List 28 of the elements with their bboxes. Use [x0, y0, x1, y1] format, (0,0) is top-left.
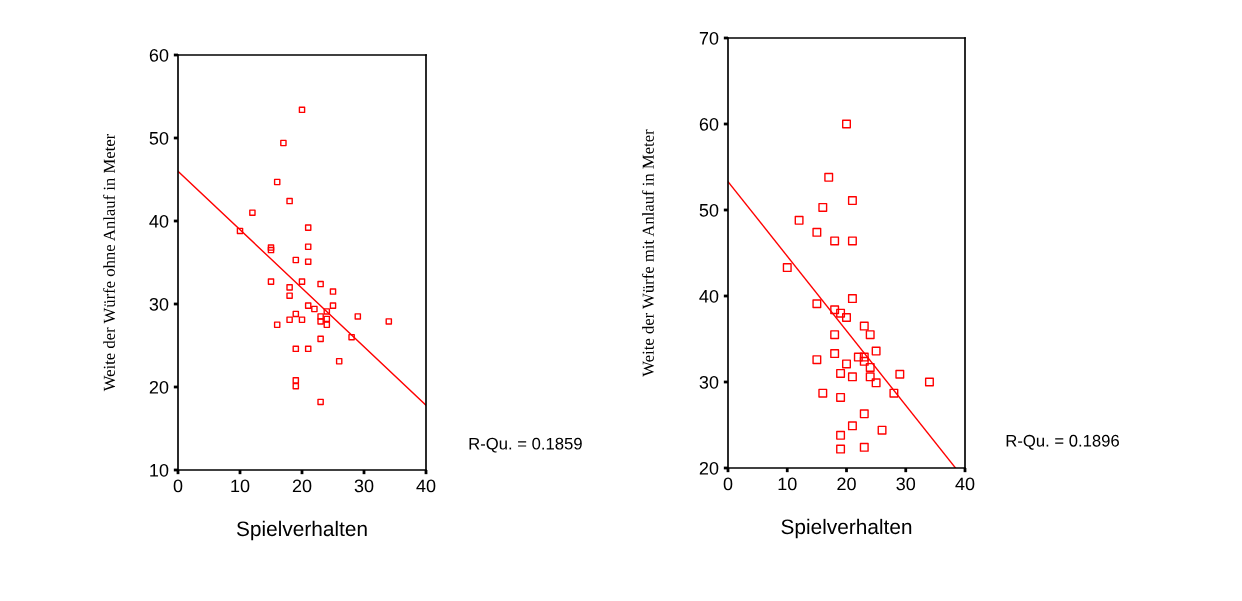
y-tick-label: 60 — [149, 48, 169, 62]
y-tick-label: 70 — [699, 31, 719, 45]
y-tick-label: 60 — [699, 117, 719, 131]
x-tick-label: 20 — [292, 479, 312, 493]
x-tick-label: 30 — [354, 479, 374, 493]
x-tick-label: 40 — [955, 477, 975, 491]
y-tick-label: 40 — [149, 214, 169, 228]
x-tick-label: 20 — [837, 477, 856, 491]
x-tick-label: 30 — [896, 477, 916, 491]
y-tick-label: 30 — [149, 297, 169, 311]
x-axis-title: Spielverhalten — [781, 518, 912, 539]
y-tick-label: 30 — [699, 375, 719, 389]
y-tick-label: 50 — [699, 203, 719, 217]
x-tick-label: 0 — [723, 477, 733, 491]
text: R-Qu. = 0.1896 — [1006, 434, 1119, 450]
x-axis-title: Spielverhalten — [236, 520, 367, 541]
x-tick-label: 10 — [231, 479, 250, 493]
y-tick-label: 20 — [149, 380, 169, 394]
y-tick-label: 50 — [149, 131, 169, 145]
y-tick-label: 20 — [699, 461, 719, 475]
y-tick-label: 10 — [150, 463, 169, 477]
y-axis-title: Weite der Würfe mit Anlauf in Meter — [641, 129, 654, 377]
text: R-Qu. = 0.1859 — [469, 437, 582, 453]
x-tick-label: 40 — [416, 479, 436, 493]
y-tick-label: 40 — [699, 289, 719, 303]
y-axis-title: Weite der Würfe ohne Anlauf in Meter — [103, 133, 116, 392]
x-tick-label: 0 — [173, 479, 183, 493]
x-tick-label: 10 — [778, 477, 797, 491]
